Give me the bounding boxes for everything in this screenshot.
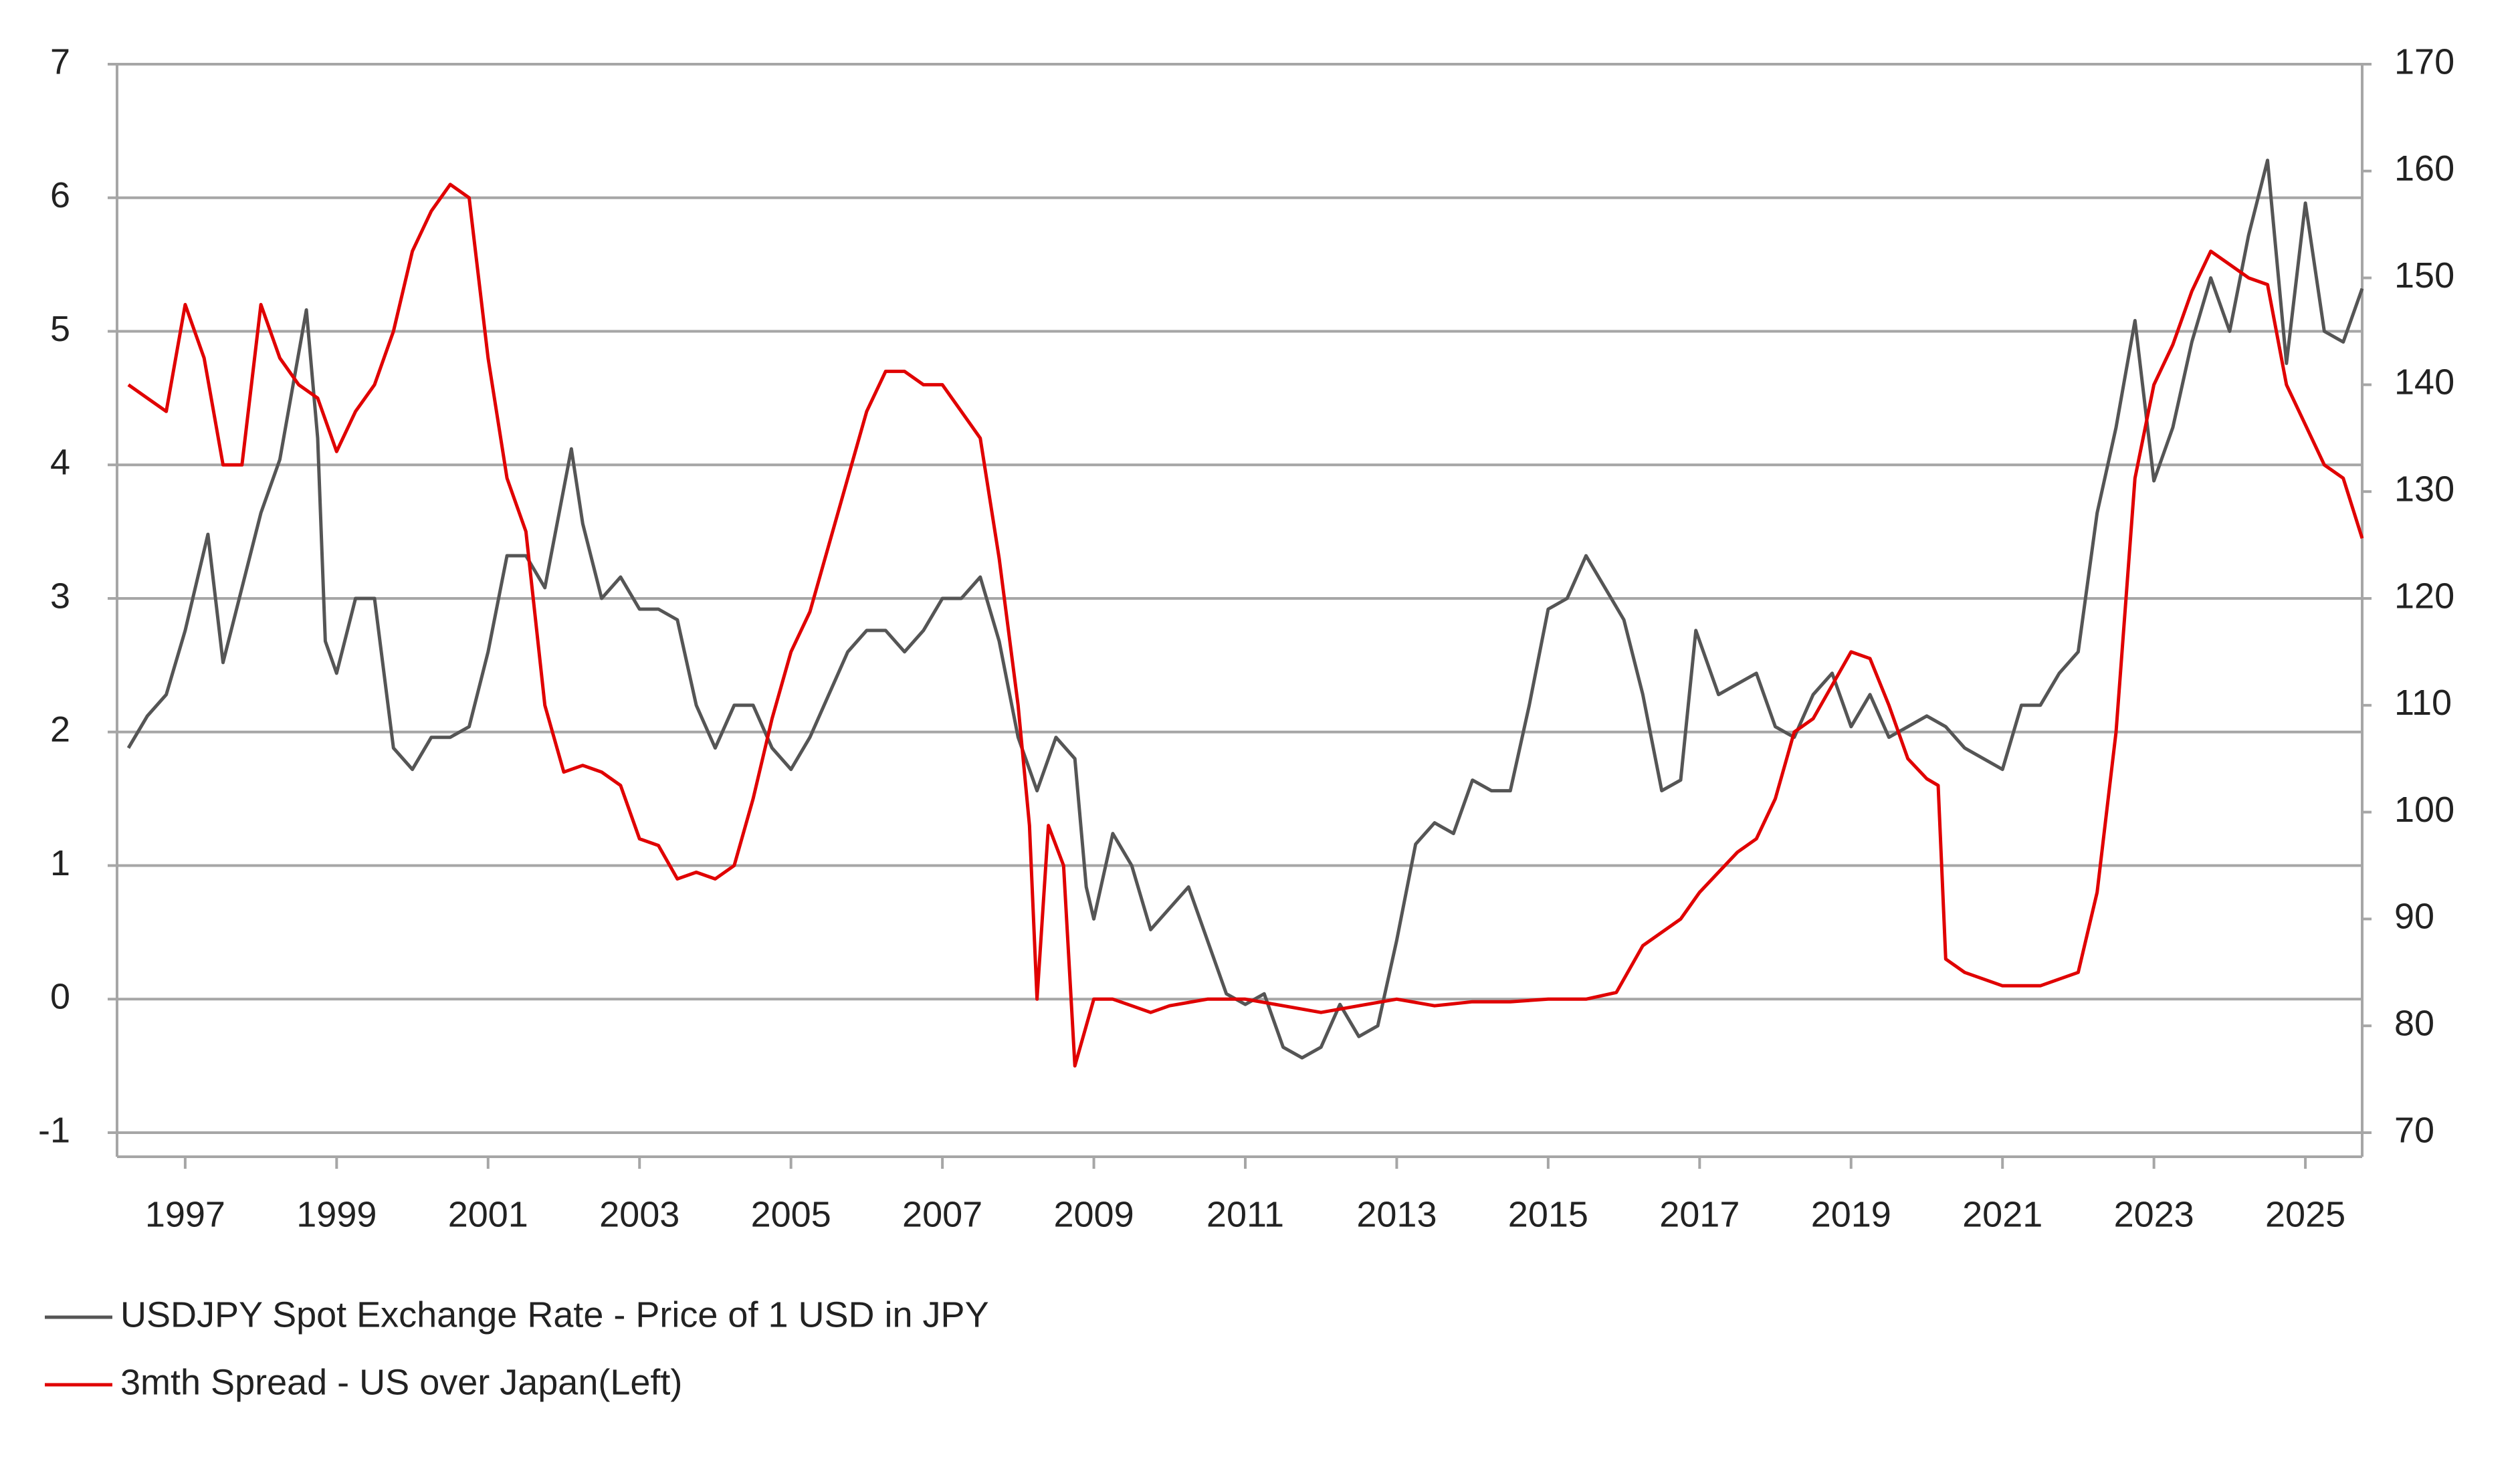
x-tick-label: 1999 bbox=[296, 1194, 377, 1234]
x-tick-label: 2005 bbox=[751, 1194, 831, 1234]
x-tick-label: 2001 bbox=[448, 1194, 528, 1234]
x-tick-label: 2009 bbox=[1053, 1194, 1134, 1234]
y-tick-label: 2 bbox=[50, 709, 70, 750]
y-tick-label: 3 bbox=[50, 576, 70, 616]
y2-tick-label: 90 bbox=[2394, 897, 2434, 937]
y2-tick-label: 170 bbox=[2394, 41, 2454, 82]
y-tick-label: 5 bbox=[50, 309, 70, 349]
y-tick-label: 0 bbox=[50, 977, 70, 1017]
x-tick-label: 1997 bbox=[145, 1194, 225, 1234]
y2-tick-label: 100 bbox=[2394, 790, 2454, 830]
legend-label: 3mth Spread - US over Japan(Left) bbox=[120, 1362, 682, 1402]
y-tick-label: 6 bbox=[50, 175, 70, 215]
y2-tick-label: 80 bbox=[2394, 1003, 2434, 1043]
y2-tick-label: 150 bbox=[2394, 255, 2454, 296]
y2-tick-label: 70 bbox=[2394, 1110, 2434, 1150]
legend-label: USDJPY Spot Exchange Rate - Price of 1 U… bbox=[120, 1294, 989, 1335]
x-tick-label: 2007 bbox=[902, 1194, 982, 1234]
x-tick-label: 2021 bbox=[1962, 1194, 2042, 1234]
series-line bbox=[126, 158, 2364, 1060]
y-tick-label: 1 bbox=[50, 843, 70, 883]
y2-tick-label: 120 bbox=[2394, 576, 2454, 616]
y-tick-label: 4 bbox=[50, 443, 70, 483]
x-tick-label: 2025 bbox=[2265, 1194, 2345, 1234]
x-tick-label: 2013 bbox=[1356, 1194, 1437, 1234]
x-tick-label: 2017 bbox=[1659, 1194, 1740, 1234]
x-tick-label: 2003 bbox=[599, 1194, 679, 1234]
series-line bbox=[127, 183, 2364, 1068]
x-tick-label: 2019 bbox=[1811, 1194, 1891, 1234]
x-tick-label: 2015 bbox=[1508, 1194, 1588, 1234]
y2-tick-label: 130 bbox=[2394, 469, 2454, 509]
y2-tick-label: 110 bbox=[2394, 683, 2452, 723]
y-tick-label: 7 bbox=[50, 41, 70, 82]
y2-tick-label: 160 bbox=[2394, 148, 2454, 189]
y-tick-label: -1 bbox=[38, 1110, 70, 1150]
y2-tick-label: 140 bbox=[2394, 362, 2454, 403]
x-tick-label: 2011 bbox=[1206, 1194, 1284, 1234]
x-tick-label: 2023 bbox=[2114, 1194, 2194, 1234]
